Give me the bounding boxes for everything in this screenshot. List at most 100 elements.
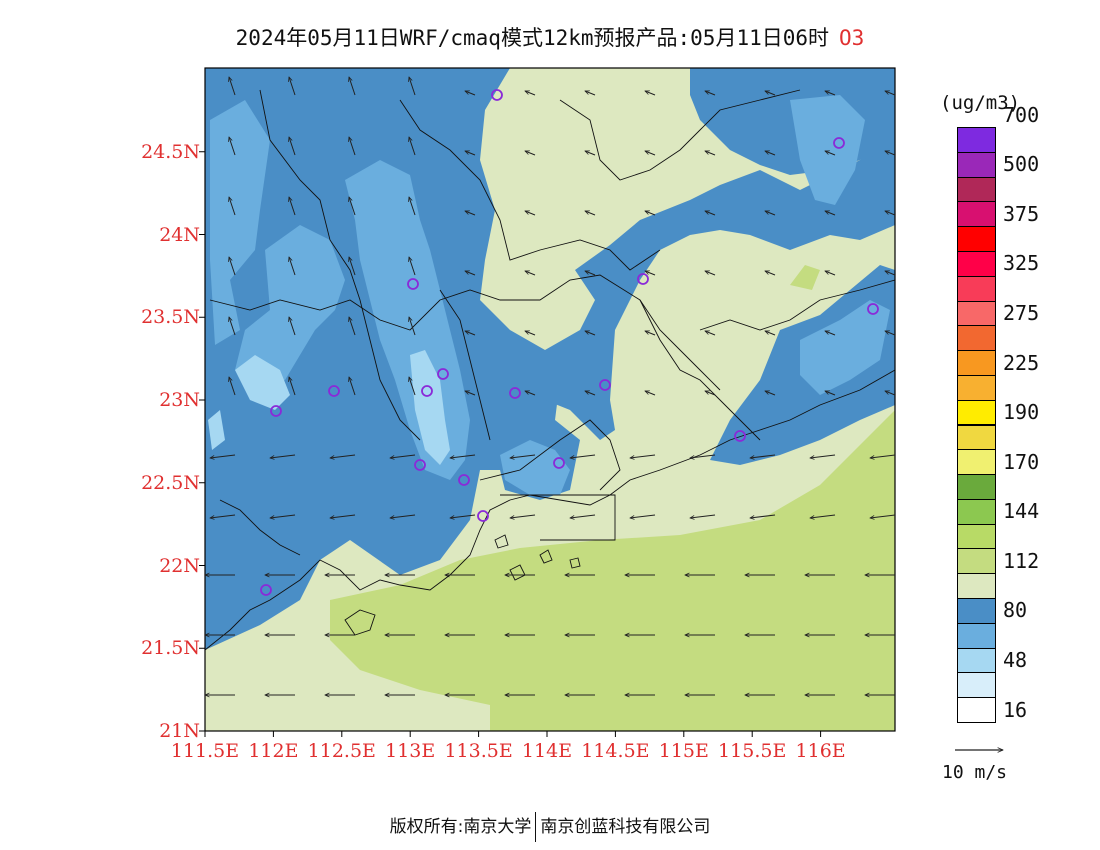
lon-tick-label: 115.5E — [718, 740, 787, 762]
wind-vector — [870, 514, 895, 518]
wind-vector — [409, 257, 416, 276]
colorbar-swatch — [957, 350, 996, 376]
colorbar-swatch — [957, 176, 996, 203]
wind-vector — [289, 257, 296, 276]
field-32-48-c — [208, 410, 225, 450]
colorbar-label: 80 — [1003, 598, 1028, 623]
lon-tick-label: 116E — [795, 740, 846, 762]
wind-vector — [525, 331, 536, 336]
colorbar-swatch — [957, 672, 996, 699]
field-112-144-sea — [330, 410, 895, 731]
colorbar-label: 500 — [1003, 152, 1040, 177]
lat-tick-label: 24N — [159, 223, 200, 246]
field-32-48-a — [235, 355, 290, 410]
colorbar-swatch — [957, 474, 996, 500]
station-marker — [414, 459, 426, 471]
colorbar-swatch — [957, 622, 996, 649]
colorbar-swatch — [957, 399, 996, 426]
wind-vector — [645, 91, 656, 96]
station-marker — [270, 405, 282, 417]
wind-vector — [525, 151, 536, 156]
field-112-144-patch — [790, 265, 820, 290]
wind-vector — [885, 271, 895, 276]
colorbar-swatch — [957, 250, 996, 277]
wind-vector — [510, 454, 536, 458]
lat-tick-label: 23.5N — [141, 306, 200, 329]
wind-vector — [585, 91, 596, 96]
colorbar-label: 325 — [1003, 251, 1040, 276]
wind-vector — [465, 331, 476, 336]
wind-vector — [229, 317, 236, 336]
wind-vector — [510, 514, 536, 518]
wind-vector — [810, 454, 836, 458]
wind-vector — [289, 377, 296, 396]
colorbar-swatch — [957, 275, 996, 302]
wind-vector — [885, 211, 895, 216]
colorbar-label: 48 — [1003, 648, 1028, 673]
colorbar-swatch — [957, 151, 996, 178]
colorbar-swatch — [957, 325, 996, 352]
islands — [344, 534, 581, 636]
wind-vector — [765, 391, 776, 396]
wind-vector — [229, 197, 236, 216]
wind-vector — [690, 514, 716, 518]
lon-tick-label: 112.5E — [307, 740, 376, 762]
wind-vector — [525, 91, 536, 96]
station-marker — [407, 278, 419, 290]
colorbar-swatch — [957, 374, 996, 401]
colorbar-label: 700 — [1003, 102, 1040, 127]
colorbar-swatch — [957, 647, 996, 674]
colorbar-label: 144 — [1003, 499, 1040, 524]
field-32-48-b — [410, 350, 450, 465]
wind-vector — [885, 91, 895, 96]
wind-vector — [229, 257, 236, 276]
lon-tick-label: 113.5E — [444, 740, 513, 762]
wind-vector — [210, 514, 236, 518]
wind-vector — [825, 91, 836, 96]
station-marker — [637, 273, 649, 285]
wind-vector — [450, 454, 476, 458]
station-marker — [833, 137, 845, 149]
wind-vector — [750, 514, 776, 518]
wind-vector — [825, 331, 836, 336]
wind-vector — [330, 514, 356, 518]
wind-vector — [409, 137, 416, 156]
wind-vector — [645, 211, 656, 216]
colorbar-swatch — [957, 300, 996, 327]
colorbar-label: 170 — [1003, 449, 1040, 474]
wind-vector — [465, 271, 476, 276]
wind-vector — [885, 391, 895, 396]
wind-vector — [465, 151, 476, 156]
footer-divider — [535, 812, 537, 842]
field-48-64-e — [790, 95, 865, 205]
wind-vector — [870, 454, 895, 458]
wind-vector — [645, 271, 656, 276]
wind-vector — [750, 454, 776, 458]
lat-tick-label: 23N — [159, 389, 200, 411]
wind-vector — [585, 211, 596, 216]
wind-vector — [450, 514, 476, 518]
lon-tick-label: 114.5E — [581, 740, 650, 762]
wind-vector — [570, 454, 596, 458]
colorbar-label: 112 — [1003, 548, 1040, 573]
wind-vector — [825, 211, 836, 216]
wind-vector — [825, 271, 836, 276]
field-48-64-f — [800, 300, 890, 395]
lat-tick-label: 21.5N — [141, 637, 200, 660]
wind-vector — [630, 514, 656, 518]
station-marker — [328, 385, 340, 397]
copyright-footer: 版权所有:南京大学 南京创蓝科技有限公司 — [0, 812, 1100, 842]
colorbar-swatch — [957, 127, 996, 153]
admin-boundaries — [205, 89, 895, 651]
field-64-80-center — [545, 140, 895, 440]
wind-vector — [585, 151, 596, 156]
wind-vector — [349, 317, 356, 336]
station-marker — [458, 474, 470, 486]
wind-vector — [525, 391, 536, 396]
pollutant-label: O3 — [839, 26, 865, 50]
reference-vector-label: 10 m/s — [942, 762, 1008, 783]
station-marker — [867, 303, 879, 315]
wind-vector — [270, 514, 296, 518]
wind-vector — [330, 454, 356, 458]
